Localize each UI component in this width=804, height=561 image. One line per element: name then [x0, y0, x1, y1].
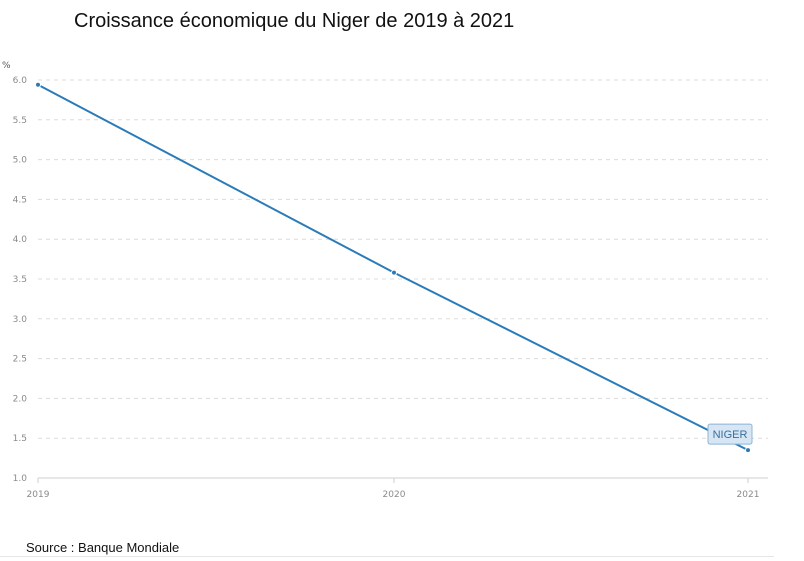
chart-title: Croissance économique du Niger de 2019 à… [74, 10, 515, 32]
series-label-layer[interactable]: NIGER [707, 423, 753, 445]
y-tick-label: 2.0 [13, 394, 28, 404]
line-chart: 6.05.55.04.54.03.53.02.52.01.51.0 2019 20… [2, 61, 768, 500]
y-axis-ticks: 6.0 5.5 5.0 4.5 4.0 3.5 3.0 2.5 2.0 1.5 1.0 [13, 76, 28, 484]
x-tick-label: 2019 [27, 490, 50, 500]
series-layer [35, 81, 751, 454]
data-point[interactable] [35, 81, 41, 88]
y-tick-label: 5.0 [13, 156, 28, 166]
x-tick-label: 2020 [383, 490, 406, 500]
y-tick-label: 1.5 [13, 434, 27, 444]
data-point[interactable] [391, 269, 397, 276]
y-tick-label: 6.0 [13, 76, 28, 86]
y-tick-label: 2.5 [13, 355, 27, 365]
y-tick-label: 5.5 [13, 116, 27, 126]
series-line-niger [37, 83, 749, 452]
series-label-text: NIGER [713, 429, 748, 441]
y-tick-label: 3.0 [13, 315, 28, 325]
y-tick-label: 4.0 [13, 235, 28, 245]
y-tick-label: 3.5 [13, 275, 27, 285]
x-tick-label: 2021 [737, 490, 760, 500]
gridlines [38, 79, 768, 479]
y-tick-label: 1.0 [13, 474, 28, 484]
y-axis-unit-label: % [2, 61, 11, 71]
series-end-label[interactable]: NIGER [707, 423, 753, 445]
x-axis-ticks: 2019 2020 2021 [27, 478, 760, 500]
series-label-box [707, 423, 753, 445]
footer-divider [0, 556, 774, 557]
data-point[interactable] [745, 447, 751, 454]
y-tick-label: 4.5 [13, 195, 27, 205]
source-note: Source : Banque Mondiale [26, 540, 180, 555]
